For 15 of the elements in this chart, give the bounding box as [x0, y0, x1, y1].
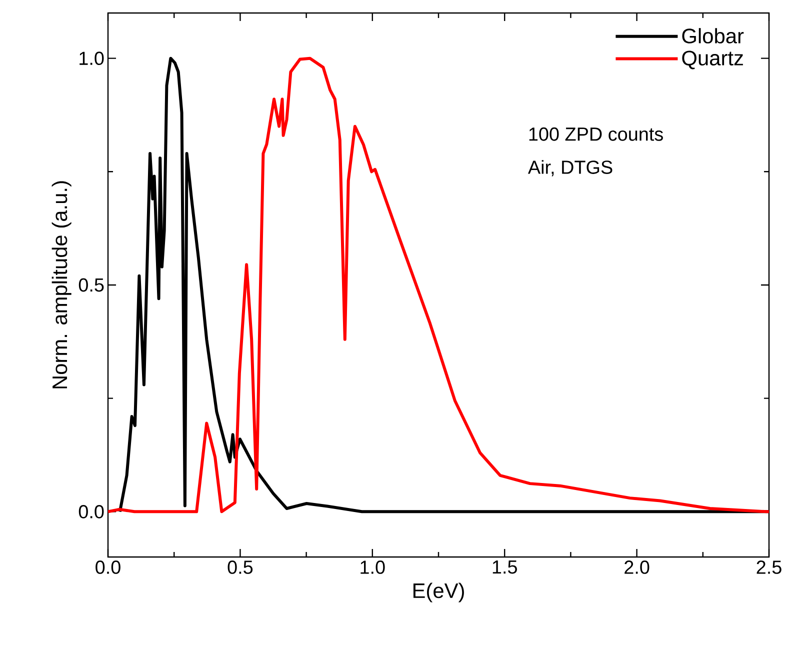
legend-label: Quartz: [682, 50, 743, 70]
annotation: 100 ZPD counts: [529, 127, 663, 141]
x-tick-label: 0.5: [228, 560, 253, 574]
y-tick-label: 0.0: [78, 504, 104, 518]
x-axis-title: E(eV): [413, 582, 464, 602]
y-axis-title: Norm. amplitude (a.u.): [52, 181, 72, 388]
legend-label: Globar: [682, 28, 744, 44]
x-tick-label: 2.5: [756, 560, 782, 574]
y-tick-label: 0.5: [78, 278, 104, 292]
x-tick-label: 1.5: [492, 560, 517, 574]
x-tick-label: 2.0: [624, 560, 650, 574]
x-tick-label: 0.0: [96, 560, 120, 574]
annotation: Air, DTGS: [528, 160, 612, 176]
y-tick-label: 1.0: [80, 52, 104, 66]
x-tick-label: 1.0: [360, 560, 385, 574]
